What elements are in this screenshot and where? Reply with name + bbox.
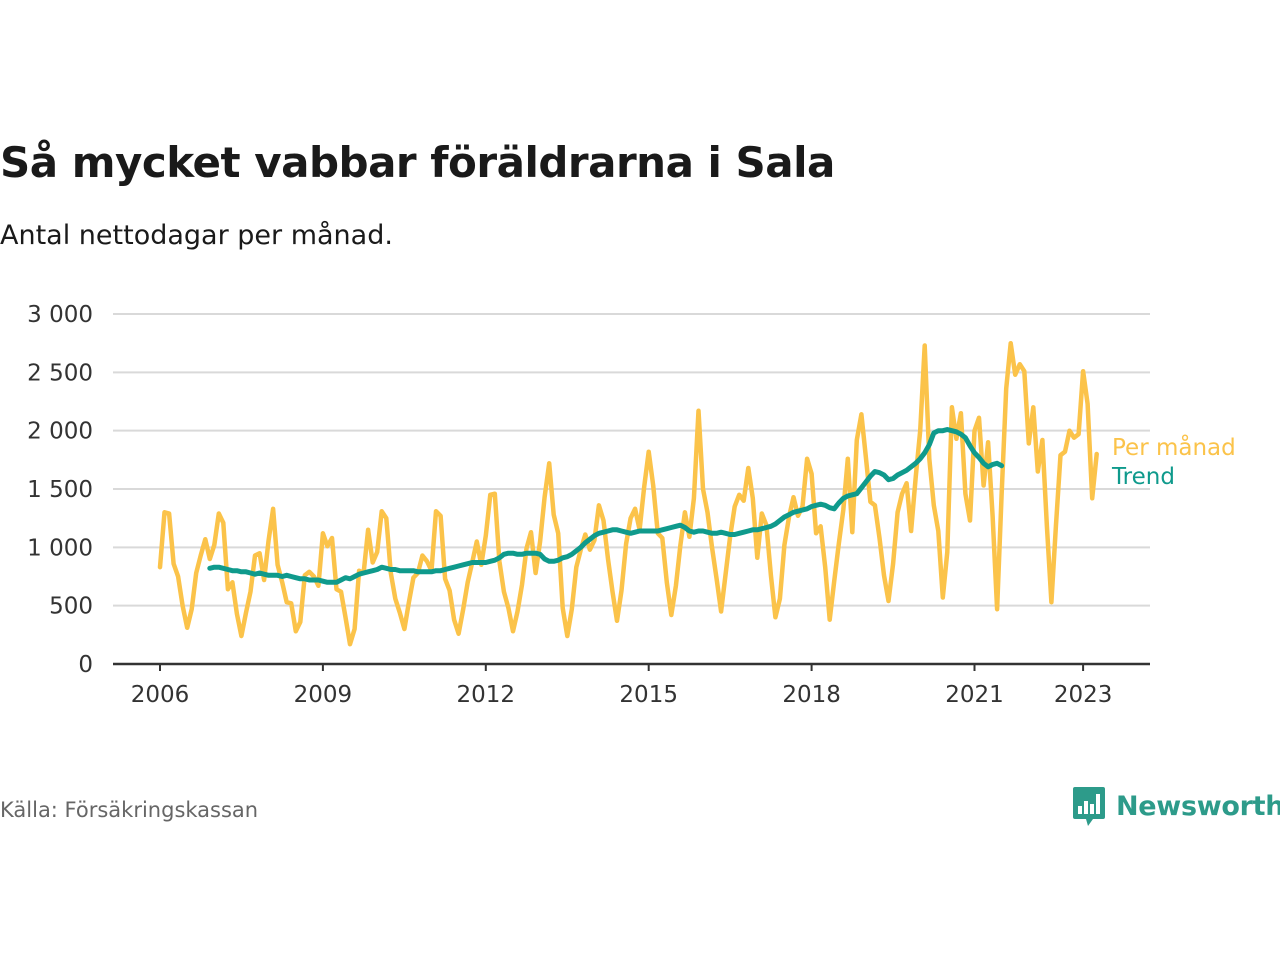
brand-logo: Newsworthy bbox=[1072, 784, 1280, 828]
gridlines bbox=[113, 313, 1150, 666]
x-tick-label: 2021 bbox=[945, 682, 1004, 708]
x-axis-ticks: 2006 2009 2012 2015 2018 2021 2023 bbox=[131, 664, 1113, 708]
y-tick-label: 1 000 bbox=[27, 535, 93, 561]
x-tick-label: 2015 bbox=[619, 682, 678, 708]
chart-title: Så mycket vabbar föräldrarna i Sala bbox=[0, 138, 835, 187]
bar-chart-speech-bubble-icon bbox=[1073, 787, 1105, 826]
x-tick-label: 2009 bbox=[294, 682, 353, 708]
y-tick-label: 3 000 bbox=[27, 302, 93, 328]
series-label-trend: Trend bbox=[1111, 464, 1175, 490]
y-tick-label: 1 500 bbox=[27, 477, 93, 503]
series-line-per-manad bbox=[157, 340, 1099, 647]
x-tick-label: 2023 bbox=[1054, 682, 1113, 708]
y-tick-label: 2 500 bbox=[27, 360, 93, 386]
series-labels: Per månad Trend bbox=[1111, 433, 1236, 490]
series-line-trend bbox=[207, 427, 1005, 585]
source-note: Källa: Försäkringskassan bbox=[0, 798, 259, 822]
x-tick-label: 2018 bbox=[782, 682, 841, 708]
y-tick-label: 500 bbox=[49, 594, 93, 620]
y-tick-label: 0 bbox=[78, 652, 93, 678]
series-label-per-manad: Per månad bbox=[1112, 433, 1236, 461]
y-tick-label: 2 000 bbox=[27, 419, 93, 445]
series-lines bbox=[157, 340, 1099, 647]
chart-subtitle: Antal nettodagar per månad. bbox=[0, 220, 393, 251]
brand-name: Newsworthy bbox=[1116, 790, 1280, 822]
x-tick-label: 2012 bbox=[457, 682, 516, 708]
x-tick-label: 2006 bbox=[131, 682, 190, 708]
y-axis-ticks: 0 500 1 000 1 500 2 000 2 500 3 000 bbox=[27, 302, 93, 678]
